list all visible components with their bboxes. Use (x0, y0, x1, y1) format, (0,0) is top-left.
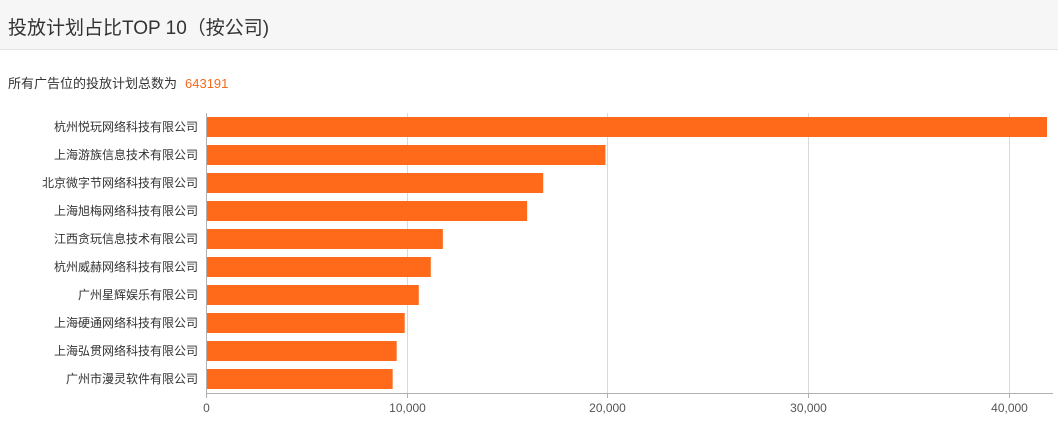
category-label: 上海游族信息技术有限公司 (54, 147, 198, 162)
bar (206, 257, 431, 277)
category-label: 杭州威赫网络科技有限公司 (54, 259, 198, 274)
bar (206, 145, 606, 165)
category-label: 江西贪玩信息技术有限公司 (54, 231, 198, 246)
summary-line: 所有广告位的投放计划总数为 643191 (8, 73, 228, 92)
category-label: 上海旭梅网络科技有限公司 (54, 203, 198, 218)
category-label: 杭州悦玩网络科技有限公司 (54, 119, 198, 134)
x-tick-label: 10,000 (389, 401, 426, 415)
x-tick-label: 40,000 (991, 401, 1028, 415)
bar (206, 117, 1047, 137)
summary-label: 所有广告位的投放计划总数为 (8, 76, 178, 91)
bar (206, 201, 528, 221)
category-label: 上海弘贯网络科技有限公司 (54, 343, 198, 358)
category-label: 上海硬通网络科技有限公司 (54, 315, 198, 330)
bar (206, 369, 393, 389)
category-label: 广州市漫灵软件有限公司 (66, 371, 198, 386)
summary-total-value: 643191 (185, 76, 229, 91)
bar (206, 229, 443, 249)
x-tick-label: 20,000 (589, 401, 626, 415)
panel-header: 投放计划占比TOP 10（按公司) (0, 0, 1058, 50)
bar (206, 341, 397, 361)
bar (206, 313, 405, 333)
page-title: 投放计划占比TOP 10（按公司) (8, 18, 270, 39)
bar (206, 173, 544, 193)
bar (206, 285, 419, 305)
x-tick-label: 30,000 (790, 401, 827, 415)
category-label: 广州星辉娱乐有限公司 (78, 288, 198, 302)
category-label: 北京微字节网络科技有限公司 (42, 175, 198, 190)
x-tick-label: 0 (203, 401, 210, 415)
